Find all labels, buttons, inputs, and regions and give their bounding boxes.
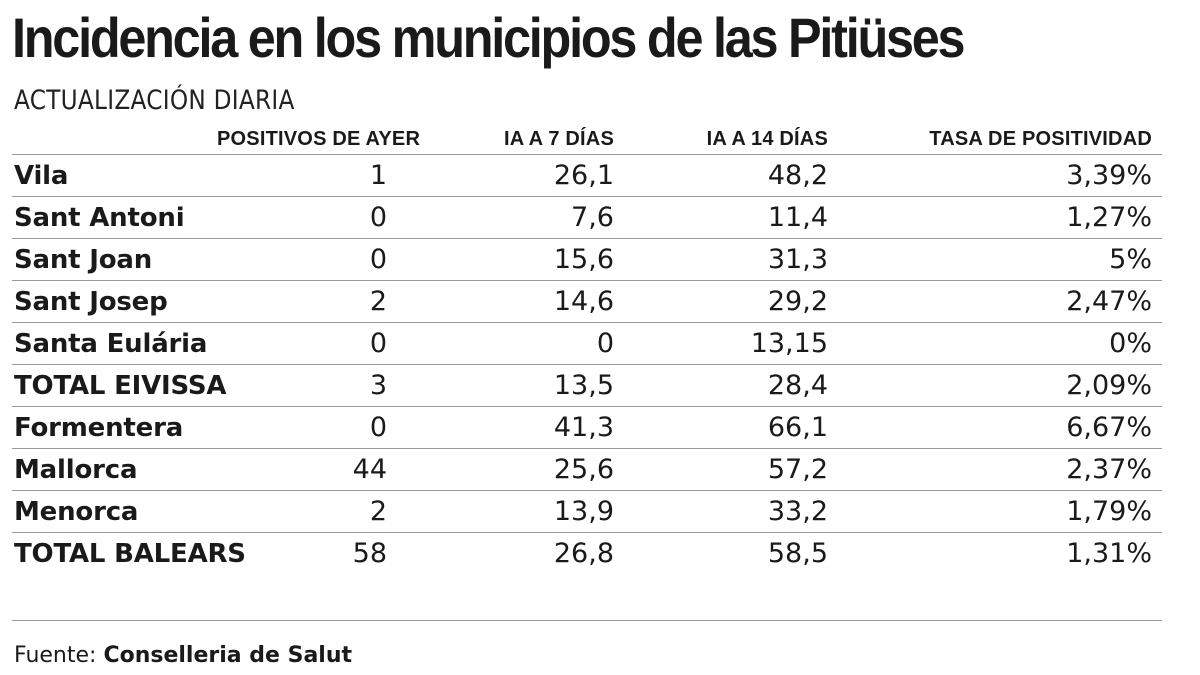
table-cell: 0 xyxy=(217,406,397,449)
table-row: Menorca 2 13,9 33,2 1,79% xyxy=(12,490,1162,533)
table-cell: 6,67% xyxy=(838,406,1162,449)
row-label: Santa Eulária xyxy=(12,322,217,365)
table-cell: 58 xyxy=(352,538,387,569)
table-cell: 57,2 xyxy=(624,448,838,491)
table-row: Sant Joan 0 15,6 31,3 5% xyxy=(12,238,1162,281)
row-label: Sant Josep xyxy=(12,280,217,323)
table-cell: 25,6 xyxy=(397,448,624,491)
table-row: Mallorca 44 25,6 57,2 2,37% xyxy=(12,448,1162,491)
table-cell: 2,09% xyxy=(838,364,1162,407)
table-cell: 33,2 xyxy=(624,490,838,533)
table-cell: 13,9 xyxy=(397,490,624,533)
table-cell: 44 xyxy=(217,448,397,491)
source-name: Conselleria de Salut xyxy=(103,643,353,668)
row-label: TOTAL EIVISSA xyxy=(12,364,227,407)
table-cell: 14,6 xyxy=(397,280,624,323)
table-cell: 0 xyxy=(217,238,397,281)
table-cell: 0 xyxy=(217,322,397,365)
footer-divider xyxy=(12,620,1162,621)
table-cell: 26,8 xyxy=(553,538,614,569)
table-cell: 58,5 xyxy=(767,538,828,569)
table-header-row: POSITIVOS DE AYER IA A 7 DÍAS IA A 14 DÍAS… xyxy=(12,124,1162,155)
row-label: Sant Antoni xyxy=(12,196,217,239)
data-table: POSITIVOS DE AYER IA A 7 DÍAS IA A 14 DÍAS… xyxy=(12,124,1162,574)
table-cell: 0 xyxy=(397,322,624,365)
table-row: Formentera 0 41,3 66,1 6,67% xyxy=(12,406,1162,449)
row-label: Formentera xyxy=(12,406,217,449)
table-row: Sant Josep 2 14,6 29,2 2,47% xyxy=(12,280,1162,323)
source-label: Fuente: xyxy=(14,643,97,668)
table-cell: 28,4 xyxy=(624,364,838,407)
source-note: Fuente: Conselleria de Salut xyxy=(14,643,352,668)
table-body: Vila 1 26,1 48,2 3,39% Sant Antoni 0 7,6 11,4 1,2… xyxy=(12,154,1162,575)
row-label: Mallorca xyxy=(12,448,217,491)
chart-subtitle: ACTUALIZACIÓN DIARIA xyxy=(14,85,295,116)
table-cell: 5% xyxy=(838,238,1162,281)
table-cell: 29,2 xyxy=(624,280,838,323)
table-cell: 2,37% xyxy=(838,448,1162,491)
column-header-0 xyxy=(12,124,217,155)
column-header-4: TASA DE POSITIVIDAD xyxy=(838,124,1162,155)
table-row: Sant Antoni 0 7,6 11,4 1,27% xyxy=(12,196,1162,239)
table-cell: 48,2 xyxy=(624,154,838,197)
table-cell: 1 xyxy=(217,154,397,197)
table-cell: 0% xyxy=(838,322,1162,365)
table-row: Santa Eulária 0 0 13,15 0% xyxy=(12,322,1162,365)
table-cell: 2 xyxy=(217,280,397,323)
table-row: Vila 1 26,1 48,2 3,39% xyxy=(12,154,1162,197)
row-label: TOTAL BALEARS xyxy=(14,538,246,569)
table-cell: 3 xyxy=(217,364,397,407)
table-cell: 7,6 xyxy=(397,196,624,239)
row-label: Vila xyxy=(12,154,217,197)
column-header-2: IA A 7 DÍAS xyxy=(397,124,624,155)
table-cell: 41,3 xyxy=(397,406,624,449)
table-cell: 66,1 xyxy=(624,406,838,449)
row-label: Menorca xyxy=(12,490,217,533)
table-row: TOTAL BALEARS 58 26,8 58,5 1,31% xyxy=(12,533,1162,575)
table-cell: 2,47% xyxy=(838,280,1162,323)
column-header-1: POSITIVOS DE AYER xyxy=(217,124,420,155)
table-cell: 15,6 xyxy=(397,238,624,281)
table-row: TOTAL EIVISSA 3 13,5 28,4 2,09% xyxy=(12,364,1162,407)
column-header-3: IA A 14 DÍAS xyxy=(624,124,838,155)
table-cell: 13,5 xyxy=(397,364,624,407)
table-cell: 26,1 xyxy=(397,154,624,197)
table-cell: 1,27% xyxy=(838,196,1162,239)
table-cell: 13,15 xyxy=(624,322,838,365)
table-cell: 31,3 xyxy=(624,238,838,281)
chart-title: Incidencia en los municipios de las Piti… xyxy=(12,6,966,69)
table-cell: 1,31% xyxy=(1066,538,1152,569)
table-cell: 1,79% xyxy=(838,490,1162,533)
row-label: Sant Joan xyxy=(12,238,217,281)
table-cell: 3,39% xyxy=(838,154,1162,197)
table-cell: 11,4 xyxy=(624,196,838,239)
table-cell: 2 xyxy=(217,490,397,533)
table-cell: 0 xyxy=(217,196,397,239)
